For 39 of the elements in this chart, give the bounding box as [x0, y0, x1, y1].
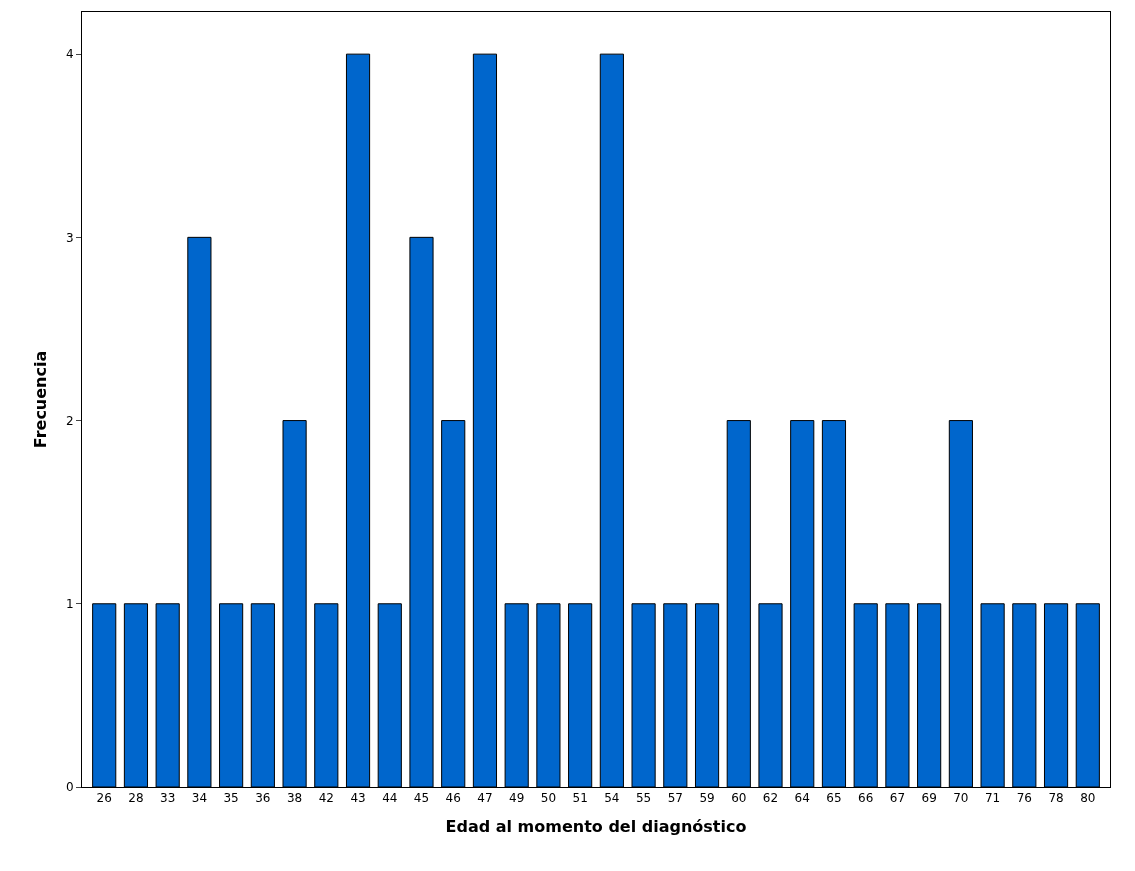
- x-tick-label: 60: [731, 791, 747, 806]
- x-tick-label: 28: [128, 791, 144, 806]
- x-tick-label: 50: [540, 791, 557, 806]
- x-tick-label: 66: [858, 791, 874, 806]
- x-tick-label: 80: [1080, 791, 1096, 806]
- x-tick-label: 47: [477, 791, 493, 806]
- x-tick-label: 57: [667, 791, 683, 806]
- x-tick-label: 64: [794, 791, 810, 806]
- y-tick-label: 3: [65, 230, 74, 245]
- x-axis-title: Edad al momento del diagnóstico: [445, 817, 747, 837]
- x-tick-label: 70: [953, 791, 969, 806]
- x-tick-label: 62: [762, 791, 779, 806]
- x-tick-label: 38: [286, 791, 303, 806]
- x-tick-label: 26: [96, 791, 112, 806]
- x-tick-label: 76: [1016, 791, 1032, 806]
- x-tick-label: 43: [350, 791, 366, 806]
- y-tick-label: 2: [65, 413, 74, 428]
- x-tick-label: 35: [223, 791, 239, 806]
- x-tick-label: 55: [635, 791, 652, 806]
- y-tick-label: 0: [65, 780, 74, 795]
- x-tick-label: 36: [255, 791, 271, 806]
- x-tick-label: 42: [318, 791, 334, 806]
- x-tick-label: 78: [1048, 791, 1064, 806]
- x-tick-label: 65: [826, 791, 842, 806]
- x-tick-label: 49: [509, 791, 525, 806]
- y-tick-label: 1: [65, 596, 74, 611]
- x-tick-label: 33: [160, 791, 176, 806]
- x-tick-label: 54: [604, 791, 620, 806]
- x-tick-label: 45: [413, 791, 430, 806]
- y-axis-title: Frecuencia: [30, 350, 50, 449]
- x-tick-label: 46: [445, 791, 461, 806]
- y-tick-label: 4: [65, 47, 74, 62]
- x-tick-label: 71: [984, 791, 1001, 806]
- x-tick-label: 44: [382, 791, 398, 806]
- x-tick-label: 51: [572, 791, 588, 806]
- x-tick-label: 69: [921, 791, 937, 806]
- x-tick-label: 67: [889, 791, 906, 806]
- x-tick-label: 59: [699, 791, 715, 806]
- x-tick-label: 34: [191, 791, 208, 806]
